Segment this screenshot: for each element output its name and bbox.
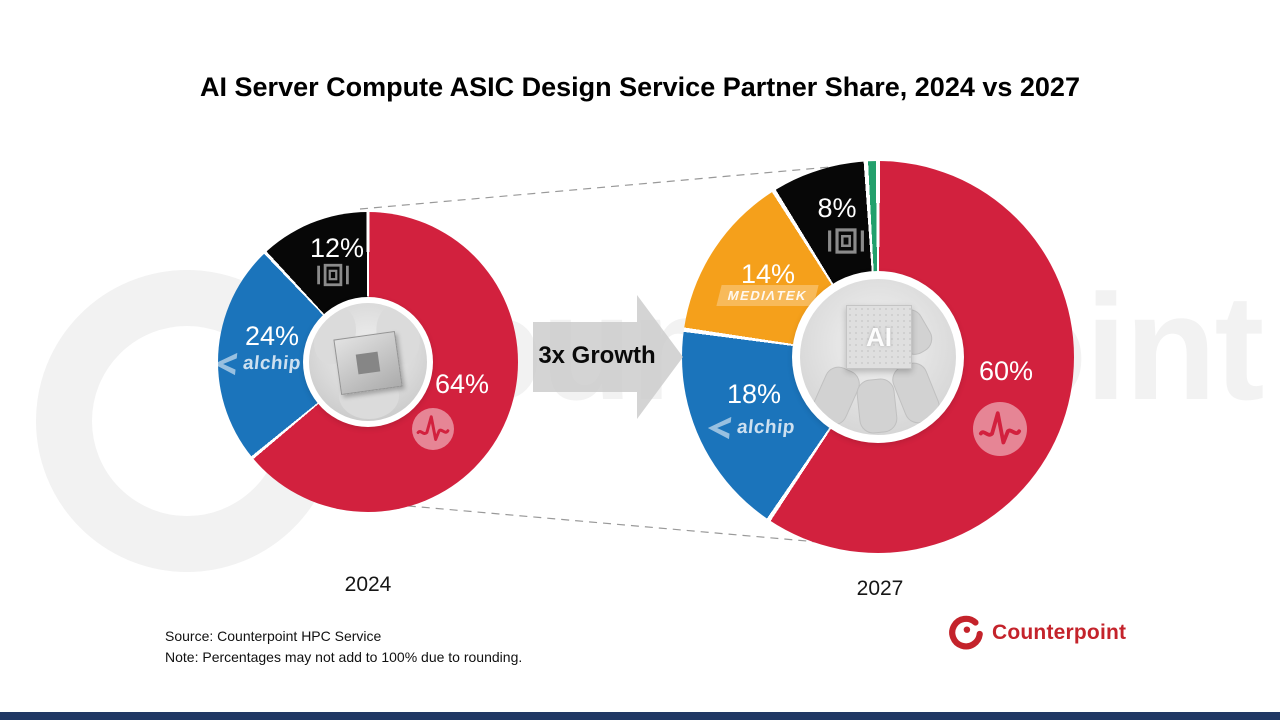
mediatek-logo: MEDIΛTEK: [716, 285, 819, 306]
note-text: Note: Percentages may not add to 100% du…: [165, 649, 523, 665]
donut-chart-2027: AI: [682, 161, 1074, 553]
source-note-block: Source: Counterpoint HPC Service Note: P…: [165, 626, 522, 668]
pct-label-2027-alchip: 18%: [726, 379, 782, 409]
alchip-logo: alchip: [211, 351, 303, 377]
ai-chip-label: AI: [866, 321, 892, 352]
counterpoint-logo-icon: [949, 615, 983, 650]
alchip-logo-text: alchip: [241, 353, 303, 374]
year-label-2027: 2027: [856, 577, 904, 600]
page-title: AI Server Compute ASIC Design Service Pa…: [200, 72, 1080, 102]
ai-chip-photo-2027: AI: [846, 305, 912, 369]
pct-label-2024-alchip: 24%: [244, 321, 300, 351]
mediatek-logo-text: MEDIΛTEK: [726, 288, 810, 303]
alchip-chevron-icon-2027: [707, 416, 732, 440]
bottom-bar: [0, 712, 1280, 720]
counterpoint-logo-text: Counterpoint: [992, 621, 1127, 644]
donut-chart-2024: [218, 212, 518, 512]
growth-label: 3x Growth: [538, 342, 656, 369]
chip-photo-2024: [333, 330, 403, 396]
source-text: Source: Counterpoint HPC Service: [165, 628, 382, 644]
pct-label-2027-broadcom: 60%: [978, 356, 1034, 386]
pct-label-2024-broadcom: 64%: [434, 369, 490, 399]
broadcom-pulse-icon: [412, 408, 454, 455]
alchip-logo-2027: alchip: [705, 415, 797, 441]
broadcom-pulse-icon-2027: [973, 402, 1027, 461]
pct-label-2027-mediatek: 14%: [740, 259, 796, 289]
year-label-2024: 2024: [344, 573, 392, 596]
pct-label-2024-guc: 12%: [309, 233, 365, 263]
alchip-logo-text-2027: alchip: [735, 417, 797, 438]
growth-arrow-icon: [533, 295, 683, 424]
pct-label-2027-guc: 8%: [817, 193, 857, 223]
guc-logo-icon-2027: [827, 226, 865, 261]
guc-logo-icon: [316, 262, 350, 293]
center-photo-hand-chip: [309, 303, 427, 421]
alchip-chevron-icon: [213, 352, 238, 376]
counterpoint-logo: Counterpoint: [946, 614, 1126, 652]
center-photo-robot-ai-chip: AI: [800, 279, 956, 435]
